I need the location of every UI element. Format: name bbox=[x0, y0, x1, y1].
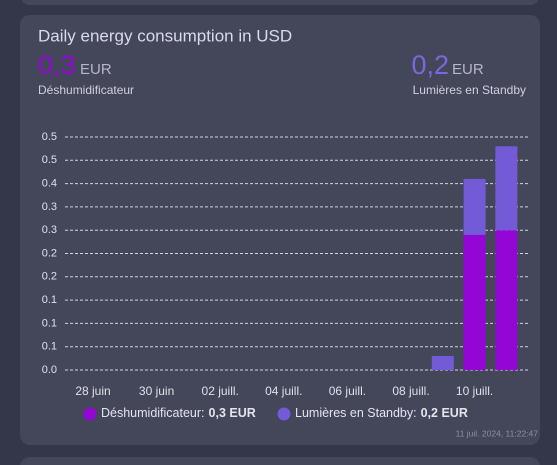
y-tick-label: 0.2 bbox=[42, 247, 57, 259]
y-tick-label: 0.1 bbox=[42, 341, 57, 353]
y-tick-label: 0.2 bbox=[42, 271, 57, 283]
header-value: 0,2 bbox=[411, 50, 449, 80]
y-tick-label: 0.0 bbox=[42, 364, 57, 376]
x-tick-label: 30 juin bbox=[139, 384, 174, 398]
card-below bbox=[20, 457, 540, 465]
y-tick-label: 0.5 bbox=[42, 154, 57, 166]
card-above bbox=[21, 0, 539, 5]
legend-value: 0,2 EUR bbox=[421, 406, 468, 420]
x-tick-label: 10 juill. bbox=[456, 384, 493, 398]
legend-entry: Déshumidificateur: 0,3 EUR bbox=[101, 406, 256, 420]
header-unit: EUR bbox=[452, 61, 484, 78]
legend-swatch bbox=[83, 407, 97, 421]
chart-title: Daily energy consumption in USD bbox=[38, 26, 292, 45]
header-name: Lumières en Standby bbox=[413, 83, 526, 97]
y-tick-label: 0.3 bbox=[42, 224, 57, 236]
x-tick-label: 02 juill. bbox=[202, 384, 239, 398]
legend-label: Déshumidificateur: bbox=[101, 406, 205, 420]
y-tick-label: 0.5 bbox=[42, 131, 57, 143]
y-tick-label: 0.3 bbox=[42, 201, 57, 213]
legend-label: Lumières en Standby: bbox=[295, 406, 417, 420]
x-tick-label: 08 juill. bbox=[392, 384, 429, 398]
x-tick-label: 28 juin bbox=[75, 384, 110, 398]
y-tick-label: 0.1 bbox=[42, 294, 57, 306]
bar bbox=[495, 230, 518, 370]
legend-value: 0,3 EUR bbox=[209, 406, 256, 420]
legend-swatch bbox=[277, 407, 291, 421]
header-unit: EUR bbox=[80, 61, 112, 78]
bar bbox=[463, 234, 486, 370]
header-value: 0,3 bbox=[38, 50, 76, 80]
y-tick-label: 0.1 bbox=[42, 317, 57, 329]
bar bbox=[431, 356, 454, 370]
bar bbox=[495, 146, 518, 231]
bar bbox=[463, 178, 486, 235]
header-name: Déshumidificateur bbox=[38, 83, 134, 97]
y-tick-label: 0.4 bbox=[42, 178, 57, 190]
x-tick-label: 04 juill. bbox=[265, 384, 302, 398]
timestamp: 11 juil. 2024, 11:22:47 bbox=[456, 428, 539, 438]
x-tick-label: 06 juill. bbox=[329, 384, 366, 398]
legend-entry: Lumières en Standby: 0,2 EUR bbox=[295, 406, 468, 420]
